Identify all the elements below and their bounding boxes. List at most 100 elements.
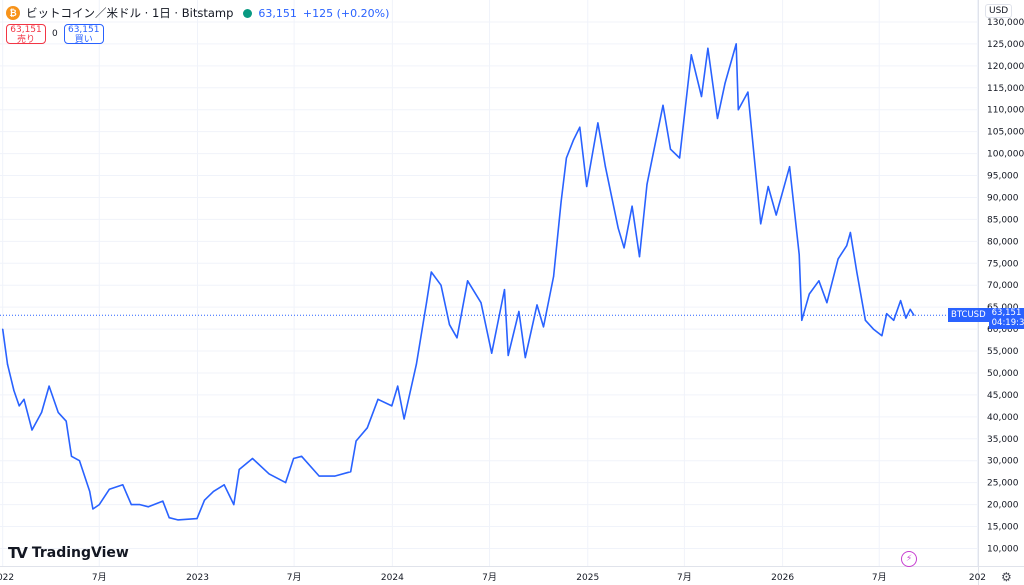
x-tick-label: 7月 bbox=[482, 572, 497, 583]
price-axis[interactable]: 10,000 15,000 20,000 25,000 30,000 35,000 40,0… bbox=[978, 0, 1024, 585]
price-point bbox=[108, 488, 111, 490]
price-point bbox=[524, 356, 526, 359]
y-tick-label: 100,000 bbox=[987, 150, 1024, 160]
price-point bbox=[631, 205, 633, 207]
y-tick-label: 90,000 bbox=[987, 193, 1019, 203]
spread-value: 0 bbox=[52, 29, 58, 39]
last-price-tag: BTCUSD 63,151 04:19:38 bbox=[948, 308, 1024, 330]
y-tick-label: 10,000 bbox=[987, 544, 1019, 554]
price-point bbox=[285, 482, 287, 484]
price-point bbox=[31, 429, 33, 431]
sell-label: 売り bbox=[16, 34, 35, 45]
y-tick-label: 75,000 bbox=[987, 259, 1019, 269]
price-point bbox=[403, 418, 405, 420]
settings-gear-icon[interactable]: ⚙ bbox=[1001, 570, 1012, 584]
price-point bbox=[737, 109, 739, 111]
price-point bbox=[760, 223, 762, 225]
price-point bbox=[18, 405, 20, 407]
price-point bbox=[301, 455, 303, 457]
price-point bbox=[638, 256, 641, 258]
price-point bbox=[425, 302, 428, 304]
price-point bbox=[623, 247, 625, 249]
price-point bbox=[552, 275, 555, 278]
time-axis[interactable]: 2022 7月 2023 7月 2024 7月 2025 7月 2026 7月 202 bbox=[0, 566, 1024, 584]
lightning-icon[interactable]: ⚡ bbox=[901, 551, 917, 567]
price-point bbox=[391, 405, 393, 407]
price-point bbox=[65, 420, 67, 422]
price-point bbox=[168, 517, 170, 519]
price-point bbox=[646, 183, 648, 185]
price-point bbox=[415, 363, 417, 365]
buy-button[interactable]: 63,151 買い bbox=[63, 24, 104, 45]
price-point bbox=[448, 324, 451, 326]
price-point bbox=[268, 473, 270, 475]
price-point bbox=[565, 157, 568, 159]
price-point bbox=[518, 310, 520, 313]
x-tick-label: 7月 bbox=[287, 572, 302, 583]
price-point bbox=[162, 500, 164, 502]
x-tick-label: 7月 bbox=[872, 572, 887, 583]
y-tick-label: 30,000 bbox=[987, 457, 1019, 467]
price-point bbox=[293, 457, 295, 460]
y-tick-label: 50,000 bbox=[987, 369, 1019, 379]
header-change: +125 (+0.20%) bbox=[302, 6, 390, 20]
price-point bbox=[909, 308, 911, 310]
x-tick-label: 7月 bbox=[92, 572, 107, 583]
price-point bbox=[491, 352, 493, 354]
price-point bbox=[98, 503, 100, 506]
price-point bbox=[669, 148, 672, 150]
price-point bbox=[886, 313, 888, 315]
price-point bbox=[92, 508, 94, 510]
price-point bbox=[467, 280, 469, 282]
price-point bbox=[251, 457, 254, 460]
price-point bbox=[678, 157, 681, 159]
x-tick-label: 202 bbox=[969, 573, 986, 583]
price-point bbox=[837, 258, 839, 260]
price-point bbox=[147, 506, 150, 508]
x-tick-label: 7月 bbox=[677, 572, 692, 583]
y-tick-label: 95,000 bbox=[987, 172, 1019, 182]
price-point bbox=[690, 54, 692, 56]
price-point bbox=[881, 335, 883, 337]
price-point bbox=[203, 499, 206, 501]
sell-button[interactable]: 63,151 売り bbox=[6, 24, 46, 44]
price-line bbox=[1, 43, 915, 521]
price-point bbox=[318, 475, 320, 477]
price-point bbox=[377, 398, 379, 400]
price-point bbox=[456, 337, 458, 339]
price-point bbox=[826, 302, 828, 304]
price-point bbox=[617, 227, 619, 229]
y-tick-label: 130,000 bbox=[987, 18, 1024, 28]
chart-grid bbox=[0, 0, 978, 566]
price-point bbox=[846, 245, 848, 247]
buy-label: 買い bbox=[74, 34, 93, 45]
price-point bbox=[480, 302, 482, 304]
price-point bbox=[542, 326, 545, 328]
bar-countdown: 04:19:38 bbox=[991, 317, 1024, 328]
tradingview-logo[interactable]: TV TradingView bbox=[8, 544, 129, 562]
price-point bbox=[78, 460, 81, 462]
price-point bbox=[747, 91, 749, 93]
price-point bbox=[724, 82, 726, 84]
price-point bbox=[350, 471, 352, 473]
price-point bbox=[536, 304, 538, 306]
price-point bbox=[818, 280, 820, 282]
y-tick-label: 120,000 bbox=[987, 62, 1024, 72]
y-tick-label: 45,000 bbox=[987, 391, 1019, 401]
price-point bbox=[334, 475, 336, 477]
price-point bbox=[735, 43, 737, 45]
price-point bbox=[212, 490, 215, 493]
price-point bbox=[662, 104, 664, 106]
price-point bbox=[13, 389, 15, 392]
currency-selector[interactable]: USD bbox=[985, 4, 1013, 18]
price-point bbox=[366, 427, 368, 429]
y-tick-label: 110,000 bbox=[987, 106, 1024, 116]
symbol-header: ₿ ビットコイン／米ドル · 1日 · Bitstamp 63,151 +125… bbox=[6, 4, 389, 22]
price-point bbox=[864, 319, 866, 321]
price-point bbox=[808, 293, 810, 295]
symbol-title[interactable]: ビットコイン／米ドル · 1日 · Bitstamp bbox=[26, 6, 234, 20]
y-tick-label: 105,000 bbox=[987, 128, 1024, 138]
price-line-group bbox=[0, 43, 978, 521]
y-tick-label: 85,000 bbox=[987, 215, 1019, 225]
